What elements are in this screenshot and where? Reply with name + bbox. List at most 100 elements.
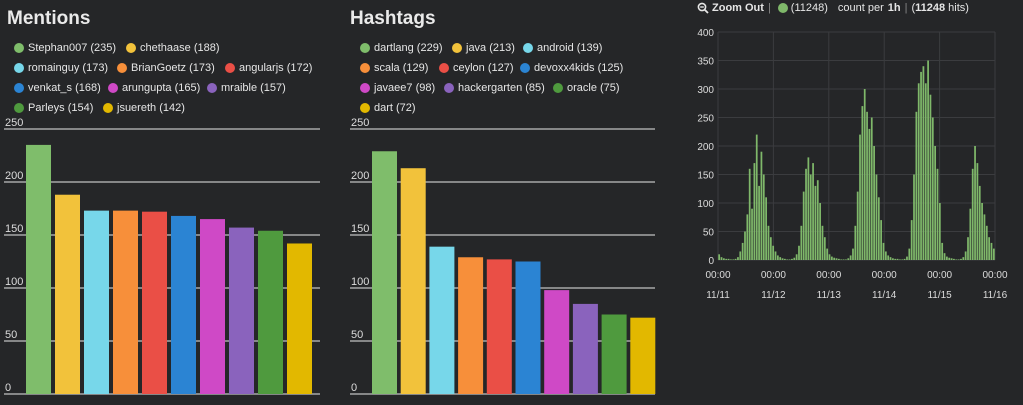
timeline-bar[interactable] <box>845 259 847 260</box>
mentions-legend-item-romainguy[interactable]: romainguy (173) <box>14 62 108 74</box>
timeline-bar[interactable] <box>887 255 890 260</box>
timeline-bar[interactable] <box>805 168 807 260</box>
mentions-legend-item-arungupta[interactable]: arungupta (165) <box>108 82 200 94</box>
hashtags-legend-item-devoxx4kids[interactable]: devoxx4kids (125) <box>520 62 623 74</box>
timeline-bar[interactable] <box>948 257 951 260</box>
timeline-bar[interactable] <box>870 117 873 261</box>
timeline-bar[interactable] <box>974 146 976 260</box>
timeline-bar[interactable] <box>861 106 864 260</box>
timeline-bar[interactable] <box>769 237 772 260</box>
timeline-bar[interactable] <box>819 203 821 260</box>
timeline-bar[interactable] <box>758 185 760 260</box>
timeline-bar[interactable] <box>976 163 979 260</box>
hashtags-bar-hackergarten[interactable] <box>572 303 598 394</box>
timeline-bar[interactable] <box>962 257 965 260</box>
timeline-bar[interactable] <box>988 237 991 260</box>
timeline-bar[interactable] <box>880 220 883 260</box>
timeline-bar[interactable] <box>917 83 920 260</box>
timeline-bar[interactable] <box>875 174 878 261</box>
zoom-out-button[interactable]: Zoom Out <box>697 2 764 14</box>
timeline-bar[interactable] <box>896 258 899 260</box>
mentions-legend-item-jsuereth[interactable]: jsuereth (142) <box>103 102 185 114</box>
timeline-bar[interactable] <box>835 258 838 260</box>
series-dot[interactable] <box>777 3 788 13</box>
timeline-bar[interactable] <box>776 255 779 260</box>
timeline-bar[interactable] <box>793 257 796 260</box>
hashtags-bar-android[interactable] <box>429 246 455 394</box>
timeline-bar[interactable] <box>964 251 967 260</box>
timeline-bar[interactable] <box>816 180 819 260</box>
timeline-bar[interactable] <box>924 83 927 260</box>
timeline-bar[interactable] <box>722 258 725 260</box>
timeline-bar[interactable] <box>929 94 932 260</box>
hashtags-bar-java[interactable] <box>400 168 426 394</box>
mentions-legend-item-mraible[interactable]: mraible (157) <box>207 82 286 94</box>
hashtags-bar-devoxx4kids[interactable] <box>515 261 541 395</box>
timeline-bar[interactable] <box>732 259 735 260</box>
hashtags-legend-item-hackergarten[interactable]: hackergarten (85) <box>444 82 545 94</box>
timeline-bar[interactable] <box>967 237 969 260</box>
timeline-bar[interactable] <box>751 208 753 260</box>
timeline-bar[interactable] <box>983 214 986 260</box>
timeline-bar[interactable] <box>842 259 845 260</box>
mentions-legend-item-Parleys[interactable]: Parleys (154) <box>14 102 93 114</box>
timeline-bar[interactable] <box>922 66 925 260</box>
mentions-bar-angularjs[interactable] <box>142 211 167 394</box>
timeline-bar[interactable] <box>868 128 871 260</box>
timeline-bar[interactable] <box>737 257 739 260</box>
hashtags-legend-item-dart[interactable]: dart (72) <box>360 102 416 114</box>
timeline-bar[interactable] <box>910 220 913 260</box>
timeline-bar[interactable] <box>901 259 904 260</box>
timeline-bar[interactable] <box>889 257 892 260</box>
timeline-bar[interactable] <box>903 258 906 260</box>
timeline-bar[interactable] <box>920 71 922 261</box>
hashtags-bar-oracle[interactable] <box>601 314 627 395</box>
timeline-bar[interactable] <box>847 258 850 260</box>
timeline-bar[interactable] <box>894 258 897 260</box>
timeline-bar[interactable] <box>854 225 857 260</box>
mentions-legend-item-venkat_s[interactable]: venkat_s (168) <box>14 82 101 94</box>
timeline-bar[interactable] <box>873 146 875 260</box>
timeline-bar[interactable] <box>786 259 789 260</box>
mentions-bar-BrianGoetz[interactable] <box>113 210 138 394</box>
timeline-bar[interactable] <box>800 225 803 260</box>
mentions-legend-item-chethaase[interactable]: chethaase (188) <box>126 42 220 54</box>
timeline-bar[interactable] <box>981 203 983 260</box>
hashtags-legend-item-oracle[interactable]: oracle (75) <box>553 82 620 94</box>
mentions-bar-chethaase[interactable] <box>55 194 80 394</box>
timeline-bar[interactable] <box>856 191 859 260</box>
hashtags-legend-item-dartlang[interactable]: dartlang (229) <box>360 42 443 54</box>
timeline-bar[interactable] <box>767 225 770 260</box>
timeline-bar[interactable] <box>950 258 953 260</box>
timeline-bar[interactable] <box>971 168 974 260</box>
timeline-bar[interactable] <box>957 259 960 260</box>
timeline-bar[interactable] <box>730 259 732 260</box>
timeline-bar[interactable] <box>802 191 805 260</box>
timeline-bar[interactable] <box>884 251 887 260</box>
timeline-bar[interactable] <box>892 258 894 260</box>
timeline-bar[interactable] <box>931 117 934 261</box>
timeline-bar[interactable] <box>833 257 836 260</box>
timeline-bar[interactable] <box>906 256 908 260</box>
timeline-bar[interactable] <box>823 237 826 260</box>
timeline-bar[interactable] <box>915 111 918 260</box>
timeline-bar[interactable] <box>814 185 817 260</box>
mentions-bar-arungupta[interactable] <box>200 219 225 394</box>
timeline-bar[interactable] <box>725 258 728 260</box>
timeline-bar[interactable] <box>913 174 915 261</box>
hashtags-bar-ceylon[interactable] <box>486 259 512 394</box>
hashtags-bar-dartlang[interactable] <box>372 151 397 394</box>
mentions-bar-jsuereth[interactable] <box>287 243 312 394</box>
timeline-bar[interactable] <box>985 225 988 260</box>
hashtags-bar-javaee7[interactable] <box>544 290 570 394</box>
timeline-bar[interactable] <box>938 203 941 260</box>
hashtags-legend-item-ceylon[interactable]: ceylon (127) <box>439 62 514 74</box>
timeline-bar[interactable] <box>882 242 885 260</box>
timeline-bar[interactable] <box>791 258 793 260</box>
timeline-bar[interactable] <box>753 163 756 260</box>
timeline-bar[interactable] <box>859 134 861 260</box>
timeline-bar[interactable] <box>830 256 833 260</box>
mentions-bar-romainguy[interactable] <box>84 210 109 394</box>
timeline-bar[interactable] <box>774 251 777 260</box>
timeline-bar[interactable] <box>990 242 993 260</box>
